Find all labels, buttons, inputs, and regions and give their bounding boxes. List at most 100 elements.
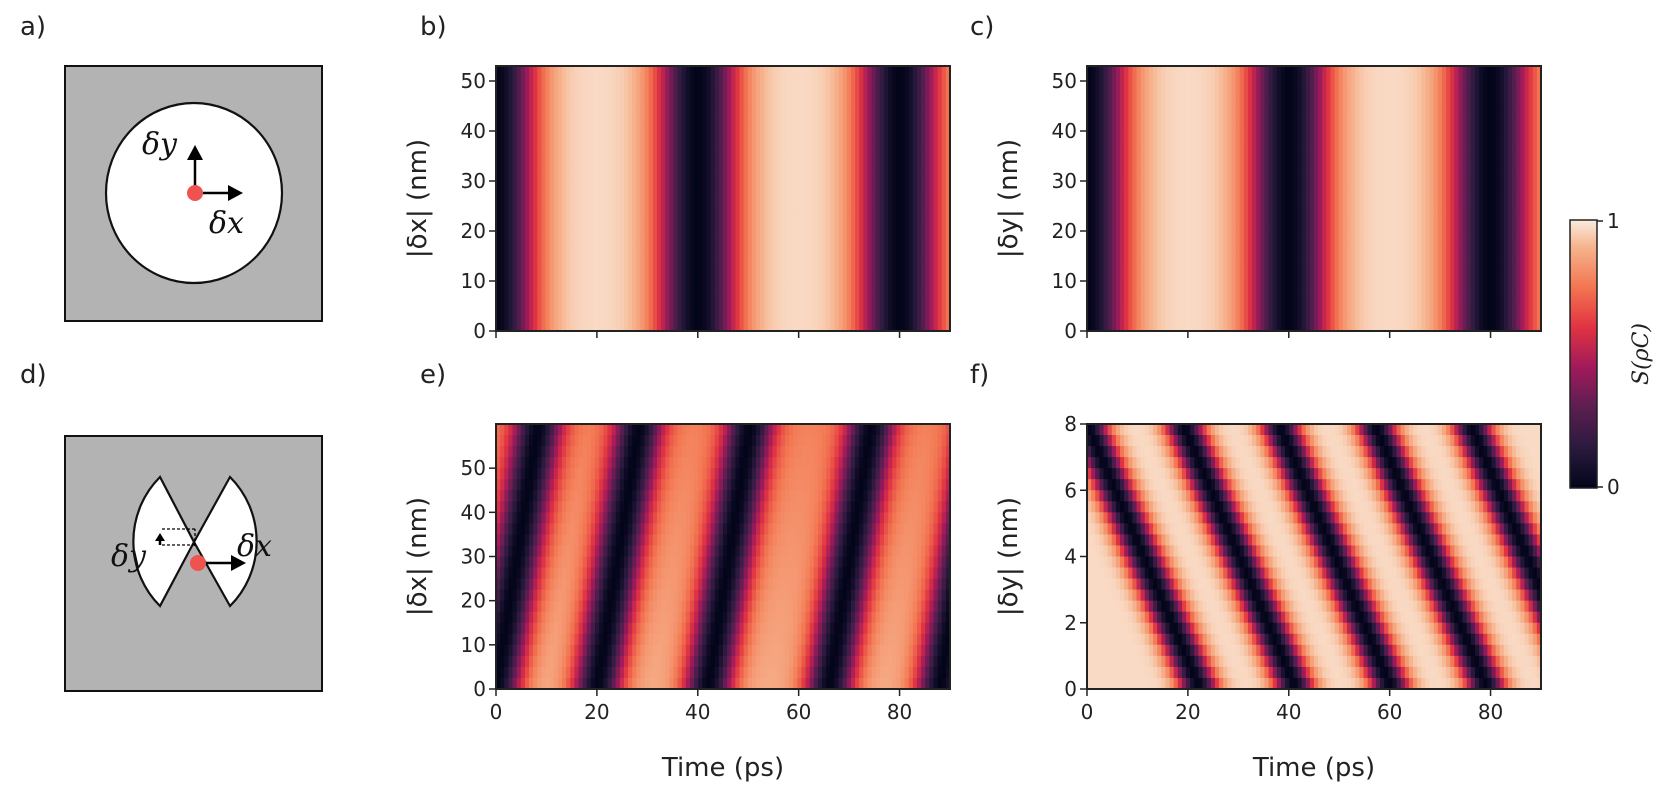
heatmap-cell	[1503, 176, 1509, 189]
y-tick-label: 40	[461, 119, 486, 143]
heatmap-cell	[537, 143, 542, 155]
heatmap-cell	[529, 308, 534, 321]
heatmap-cell	[883, 99, 889, 111]
heatmap-cell	[656, 110, 662, 122]
heatmap-cell	[1252, 231, 1257, 244]
heatmap-cell	[1454, 165, 1460, 178]
heatmap-cell	[1243, 132, 1249, 144]
heatmap-cell	[574, 154, 580, 166]
heatmap-cell	[694, 319, 699, 331]
heatmap-cell	[838, 308, 844, 321]
heatmap-cell	[1355, 121, 1360, 133]
heatmap-cell	[1429, 275, 1435, 288]
heatmap-cell	[718, 132, 724, 144]
heatmap-cell	[1173, 220, 1179, 233]
heatmap-cell	[549, 187, 555, 200]
heatmap-cell	[776, 187, 782, 200]
heatmap-cell	[822, 209, 827, 222]
heatmap-cell	[900, 297, 906, 310]
heatmap-cell	[1243, 264, 1249, 277]
heatmap-cell	[557, 99, 563, 111]
heatmap-cell	[1280, 253, 1286, 266]
heatmap-cell	[1425, 132, 1431, 144]
heatmap-cell	[669, 319, 675, 331]
heatmap-cell	[1450, 253, 1455, 266]
heatmap-cell	[826, 143, 831, 155]
heatmap-cell	[1268, 121, 1274, 133]
heatmap-cell	[1190, 286, 1195, 299]
heatmap-cell	[1507, 165, 1513, 178]
heatmap-cell	[500, 99, 505, 111]
heatmap-cell	[1474, 220, 1480, 233]
heatmap-cell	[809, 99, 815, 111]
heatmap-cell	[1524, 99, 1530, 111]
heatmap-cell	[941, 209, 947, 222]
heatmap-cell	[937, 198, 943, 211]
heatmap-cell	[1285, 275, 1290, 288]
heatmap-cell	[756, 286, 761, 299]
heatmap-cell	[780, 154, 786, 166]
heatmap-cell	[1528, 154, 1534, 166]
heatmap-cell	[1099, 198, 1105, 211]
heatmap-cell	[694, 143, 699, 155]
heatmap-cell	[1458, 209, 1464, 222]
heatmap-cell	[607, 165, 613, 178]
heatmap-cell	[772, 242, 778, 255]
heatmap-cell	[850, 143, 856, 155]
heatmap-cell	[1400, 154, 1406, 166]
heatmap-cell	[1136, 132, 1142, 144]
heatmap-cell	[1095, 264, 1100, 277]
heatmap-cell	[549, 110, 555, 122]
heatmap-cell	[1342, 209, 1348, 222]
heatmap-cell	[805, 198, 811, 211]
heatmap-cell	[595, 286, 600, 299]
heatmap-cell	[628, 121, 633, 133]
heatmap-cell	[1491, 88, 1497, 100]
heatmap-cell	[826, 176, 831, 189]
heatmap-cell	[830, 143, 836, 155]
heatmap-cell	[1524, 66, 1530, 78]
heatmap-cell	[1128, 154, 1133, 166]
heatmap-cell	[1322, 88, 1327, 100]
heatmap-cell	[768, 198, 774, 211]
heatmap-cell	[557, 77, 563, 89]
heatmap-cell	[916, 308, 922, 321]
heatmap-cell	[1536, 99, 1541, 111]
heatmap-cell	[524, 297, 530, 310]
heatmap-cell	[723, 121, 728, 133]
heatmap-cell	[1186, 154, 1191, 166]
heatmap-cell	[1388, 253, 1394, 266]
heatmap-cell	[1524, 220, 1530, 233]
heatmap-cell	[689, 264, 695, 277]
heatmap-cell	[1190, 220, 1195, 233]
heatmap-cell	[1334, 99, 1340, 111]
heatmap-cell	[611, 154, 617, 166]
heatmap-cell	[867, 77, 873, 89]
heatmap-cell	[1450, 209, 1455, 222]
heatmap-cell	[1408, 110, 1414, 122]
heatmap-cell	[1462, 209, 1468, 222]
heatmap-cell	[1091, 121, 1096, 133]
heatmap-cell	[727, 99, 732, 111]
heatmap-cell	[1371, 231, 1377, 244]
heatmap-cell	[1454, 187, 1460, 200]
heatmap-cell	[1206, 187, 1212, 200]
heatmap-cell	[533, 176, 538, 189]
heatmap-cell	[512, 121, 518, 133]
heatmap-cell	[665, 143, 670, 155]
heatmap-cell	[1384, 275, 1389, 288]
heatmap-cell	[566, 165, 571, 178]
heatmap-cell	[1396, 132, 1402, 144]
heatmap-cell	[1132, 220, 1138, 233]
heatmap-cell	[1268, 154, 1274, 166]
heatmap-cell	[1231, 220, 1237, 233]
heatmap-cell	[516, 209, 522, 222]
heatmap-cell	[1487, 66, 1493, 78]
heatmap-cell	[875, 99, 881, 111]
heatmap-cell	[1375, 110, 1381, 122]
heatmap-cell	[1483, 121, 1488, 133]
heatmap-cell	[883, 66, 889, 78]
heatmap-cell	[1148, 242, 1154, 255]
heatmap-cell	[892, 143, 897, 155]
heatmap-cell	[500, 242, 505, 255]
